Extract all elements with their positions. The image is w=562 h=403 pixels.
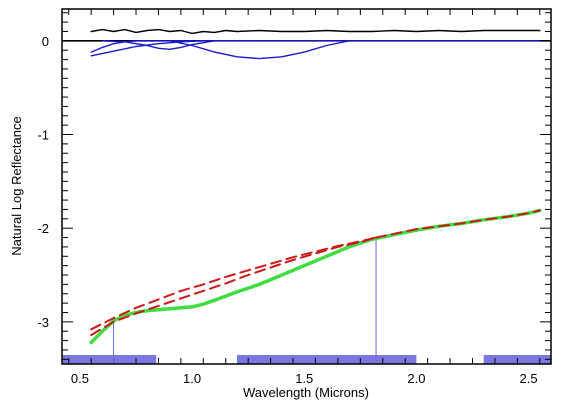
series-line [90,40,205,53]
x-tick-label: 0.5 [71,371,89,386]
x-tick-label: 2.0 [407,371,425,386]
x-tick-label: 1.5 [295,371,313,386]
series-line [90,236,377,336]
y-axis-title: Natural Log Reflectance [9,116,24,255]
marker-lines [113,238,377,364]
x-tick-label: 1.0 [183,371,201,386]
y-tick-label: 0 [42,34,49,49]
series-line [90,236,377,331]
x-tick-labels: 0.5 1.0 1.5 2.0 2.5 [71,371,538,386]
y-tick-label: -3 [37,315,49,330]
y-tick-label: -1 [37,128,49,143]
series-line [90,28,541,35]
axis-ticks [62,9,551,364]
x-axis-title: Wavelength (Microns) [243,385,369,400]
shaded-band [62,355,157,364]
plot-frame [61,8,552,365]
series-lines [89,28,542,345]
series-line [168,40,350,60]
y-tick-labels: 0 -1 -2 -3 [37,34,49,330]
x-tick-label: 2.5 [520,371,538,386]
shaded-band [236,355,417,364]
series-line [375,209,541,239]
y-tick-label: -2 [37,221,49,236]
series-line [101,40,261,50]
